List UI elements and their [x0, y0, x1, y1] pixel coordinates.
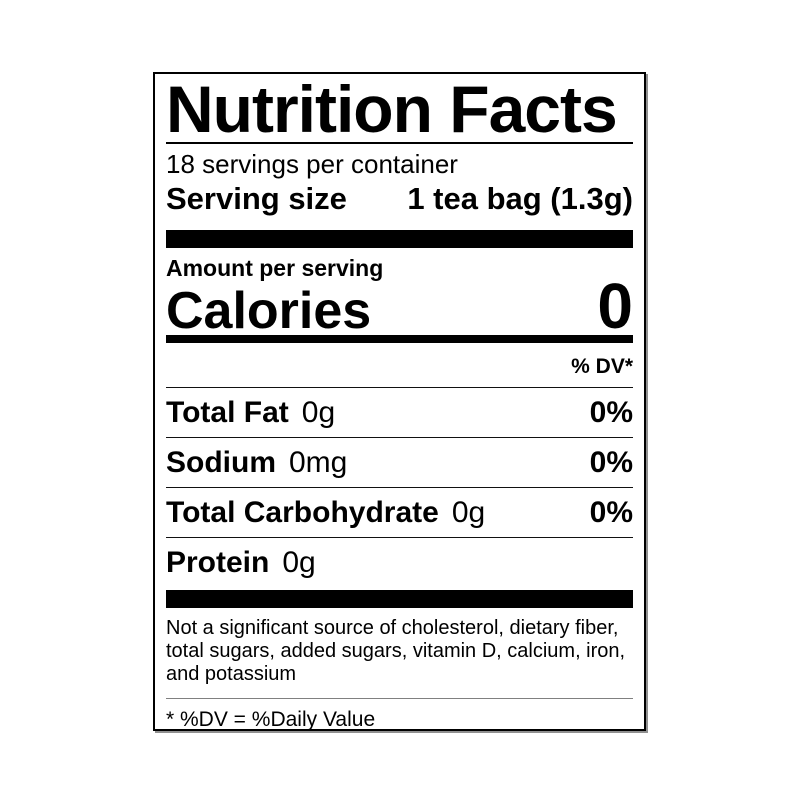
- servings-per-container: 18 servings per container: [166, 149, 458, 179]
- thick-divider-top: [166, 230, 633, 248]
- row-divider: [166, 487, 633, 488]
- daily-value-note: * %DV = %Daily Value: [166, 708, 376, 731]
- nutrient-row-total-fat: Total Fat 0g 0%: [166, 388, 633, 437]
- footnote-line: total sugars, added sugars, vitamin D, c…: [166, 640, 626, 662]
- footnote-line: and potassium: [166, 663, 297, 685]
- serving-size-label: Serving size: [166, 181, 347, 216]
- calories-divider: [166, 335, 633, 343]
- footnote-line: Not a significant source of cholesterol,…: [166, 617, 619, 639]
- nutrient-name: Total Carbohydrate: [166, 496, 439, 529]
- row-divider: [166, 387, 633, 388]
- calories-row: Calories 0: [166, 270, 633, 342]
- nutrient-name: Sodium: [166, 446, 276, 479]
- row-divider: [166, 437, 633, 438]
- nutrient-row-total-carbohydrate: Total Carbohydrate 0g 0%: [166, 488, 633, 537]
- nutrient-row-sodium: Sodium 0mg 0%: [166, 438, 633, 487]
- nutrient-label-group: Total Fat 0g: [166, 396, 336, 429]
- serving-size-value: 1 tea bag (1.3g): [407, 181, 633, 216]
- amount-per-serving-label: Amount per serving: [166, 255, 384, 281]
- daily-value-header: % DV*: [571, 355, 633, 378]
- footnote-divider: [166, 698, 633, 699]
- nutrient-amount: 0mg: [289, 446, 348, 479]
- nutrition-facts-label: Nutrition Facts 18 servings per containe…: [153, 72, 646, 731]
- thick-divider-bottom: [166, 590, 633, 608]
- nutrient-amount: 0g: [301, 396, 336, 429]
- nutrient-row-protein: Protein 0g: [166, 538, 633, 583]
- nutrient-dv: 0%: [589, 396, 633, 429]
- nutrition-facts-title: Nutrition Facts: [166, 72, 618, 146]
- nutrient-name: Total Fat: [166, 396, 289, 429]
- nutrient-label-group: Total Carbohydrate 0g: [166, 496, 486, 529]
- nutrient-dv: 0%: [589, 496, 633, 529]
- nutrient-amount: 0g: [282, 546, 316, 579]
- calories-value: 0: [597, 270, 633, 342]
- title-divider: [166, 142, 633, 144]
- row-divider: [166, 537, 633, 538]
- nutrient-dv: 0%: [589, 446, 633, 479]
- serving-size-row: Serving size 1 tea bag (1.3g): [166, 182, 633, 216]
- nutrient-amount: 0g: [451, 496, 486, 529]
- nutrient-name: Protein: [166, 546, 270, 579]
- footnote: Not a significant source of cholesterol,…: [166, 617, 633, 686]
- nutrient-label-group: Sodium 0mg: [166, 446, 348, 479]
- nutrient-label-group: Protein 0g: [166, 546, 316, 579]
- calories-label: Calories: [166, 282, 372, 340]
